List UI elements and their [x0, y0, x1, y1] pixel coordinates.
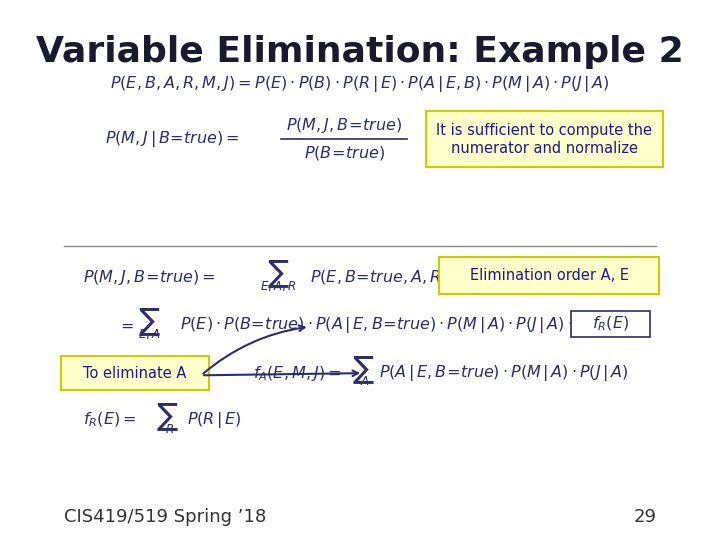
- Text: $P(M,J\,|\,B\!=\!true) = $: $P(M,J\,|\,B\!=\!true) = $: [104, 129, 239, 150]
- Text: 29: 29: [633, 509, 656, 526]
- Text: $\sum$: $\sum$: [156, 402, 179, 433]
- Text: CIS419/519 Spring ’18: CIS419/519 Spring ’18: [64, 509, 266, 526]
- Text: Variable Elimination: Example 2: Variable Elimination: Example 2: [36, 35, 684, 69]
- FancyBboxPatch shape: [426, 111, 662, 167]
- Text: $P(R\,|\,E)$: $P(R\,|\,E)$: [186, 410, 241, 430]
- FancyBboxPatch shape: [438, 257, 660, 294]
- Text: $P(E,B,A,R,M,J) = P(E)\cdot P(B)\cdot P(R\,|\,E)\cdot P(A\,|\,E,B)\cdot P(M\,|\,: $P(E,B,A,R,M,J) = P(E)\cdot P(B)\cdot P(…: [110, 73, 610, 94]
- Text: $P(M,J,B\!=\!true)$: $P(M,J,B\!=\!true)$: [287, 116, 402, 136]
- Text: $E,A$: $E,A$: [138, 327, 161, 341]
- Text: It is sufficient to compute the
numerator and normalize: It is sufficient to compute the numerato…: [436, 123, 652, 156]
- Text: $\sum$: $\sum$: [138, 307, 160, 338]
- FancyBboxPatch shape: [60, 356, 209, 390]
- Text: $f_R(E) = $: $f_R(E) = $: [83, 411, 136, 429]
- Text: $P(B\!=\!true)$: $P(B\!=\!true)$: [304, 144, 384, 162]
- Text: $= $: $= $: [117, 318, 134, 333]
- Text: $f_A(E,M,J) = $: $f_A(E,M,J) = $: [253, 363, 341, 383]
- Text: Elimination order A, E: Elimination order A, E: [469, 268, 629, 283]
- Text: $P(E)\cdot P(B\!=\!true)\cdot P(A\,|\,E,B\!=\!true)\cdot P(M\,|\,A)\cdot P(J\,|\: $P(E)\cdot P(B\!=\!true)\cdot P(A\,|\,E,…: [181, 315, 573, 335]
- Text: $P(M,J,B\!=\!true) = $: $P(M,J,B\!=\!true) = $: [83, 267, 215, 287]
- Text: $P(A\,|\,E,B\!=\!true)\cdot P(M\,|\,A)\cdot P(J\,|\,A)$: $P(A\,|\,E,B\!=\!true)\cdot P(M\,|\,A)\c…: [379, 363, 629, 383]
- Text: $E,A,R$: $E,A,R$: [260, 279, 297, 293]
- Text: $P(E,B\!=\!true,A,R,M,J)$: $P(E,B\!=\!true,A,R,M,J)$: [310, 267, 482, 287]
- FancyBboxPatch shape: [571, 311, 650, 337]
- Text: $R$: $R$: [165, 423, 174, 436]
- Text: $A$: $A$: [360, 375, 370, 388]
- Text: $\sum$: $\sum$: [267, 258, 289, 289]
- Text: $f_R(E)$: $f_R(E)$: [592, 315, 629, 333]
- Text: To eliminate A: To eliminate A: [83, 366, 186, 381]
- Text: $\sum$: $\sum$: [352, 355, 374, 386]
